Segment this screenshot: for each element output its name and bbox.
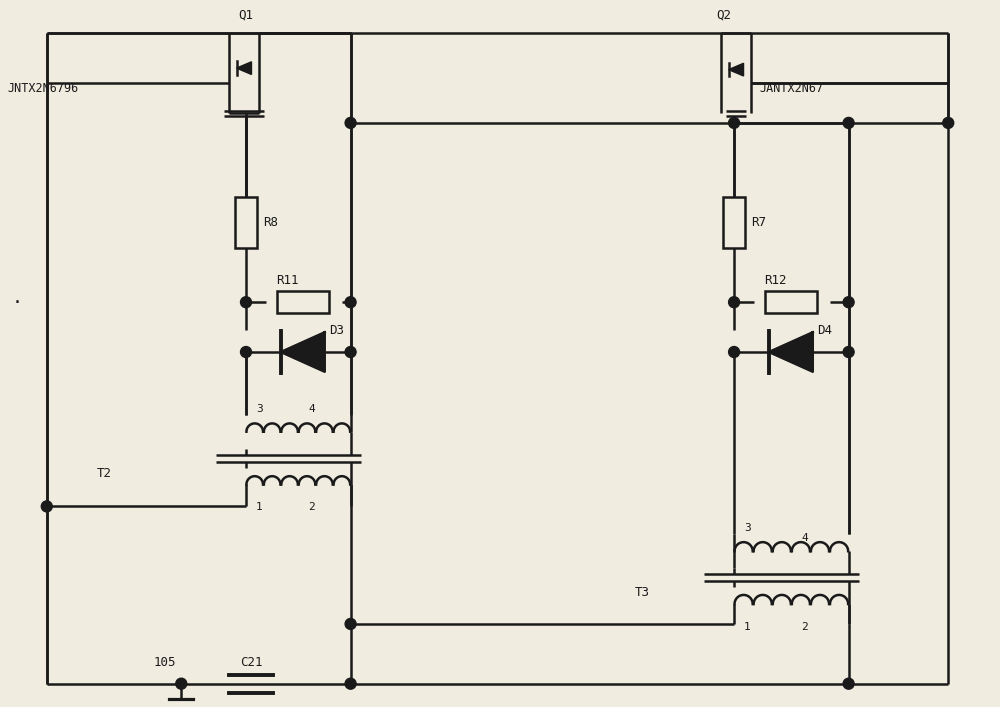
Circle shape (943, 117, 954, 129)
Text: Q1: Q1 (239, 8, 254, 21)
Text: JANTX2N67: JANTX2N67 (759, 81, 823, 95)
Bar (235, 197, 257, 248)
Text: R8: R8 (263, 216, 278, 229)
Circle shape (729, 346, 740, 358)
Text: 4: 4 (308, 404, 315, 414)
Circle shape (345, 346, 356, 358)
Bar (765, 291, 817, 313)
Text: JNTX2N6796: JNTX2N6796 (7, 81, 78, 95)
Text: T3: T3 (634, 586, 649, 599)
Circle shape (729, 117, 740, 129)
Text: R11: R11 (276, 274, 298, 287)
Circle shape (843, 678, 854, 689)
Text: 4: 4 (801, 533, 808, 543)
Circle shape (843, 297, 854, 308)
Text: 3: 3 (256, 404, 263, 414)
Polygon shape (769, 332, 813, 372)
Circle shape (345, 117, 356, 129)
Text: R12: R12 (764, 274, 786, 287)
Circle shape (41, 501, 52, 512)
Text: D4: D4 (817, 324, 832, 337)
Circle shape (241, 297, 251, 308)
Circle shape (345, 619, 356, 629)
Text: .: . (14, 287, 21, 308)
Circle shape (176, 678, 187, 689)
Bar (723, 197, 745, 248)
Text: 2: 2 (801, 622, 808, 632)
Text: 1: 1 (744, 622, 751, 632)
Text: 3: 3 (744, 523, 751, 533)
Bar (277, 291, 329, 313)
Text: D3: D3 (329, 324, 344, 337)
Text: 105: 105 (154, 656, 176, 669)
Text: 1: 1 (256, 503, 263, 513)
Polygon shape (281, 332, 325, 372)
Text: Q2: Q2 (717, 8, 732, 21)
Text: T2: T2 (97, 467, 112, 479)
Circle shape (345, 678, 356, 689)
Circle shape (843, 346, 854, 358)
Text: R7: R7 (751, 216, 766, 229)
Text: 2: 2 (308, 503, 315, 513)
Circle shape (843, 117, 854, 129)
Polygon shape (237, 62, 251, 74)
Polygon shape (729, 63, 744, 76)
Text: C21: C21 (240, 656, 262, 669)
Circle shape (345, 297, 356, 308)
Circle shape (729, 297, 740, 308)
Circle shape (241, 346, 251, 358)
